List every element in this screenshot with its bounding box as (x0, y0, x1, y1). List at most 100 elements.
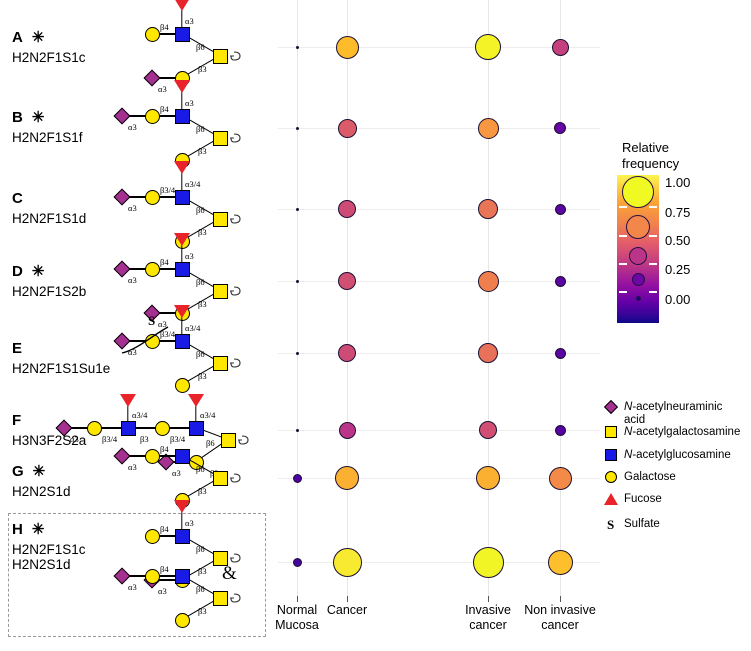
data-bubble[interactable] (477, 270, 499, 292)
glycosidic-bond (152, 579, 182, 581)
colorbar-tick-label: 0.00 (665, 292, 691, 307)
linkage-label-fucose: α3/4 (185, 179, 201, 189)
linkage-label-b6: β6 (196, 464, 205, 474)
glycan-code: H2N2F1S1c (12, 50, 86, 65)
galactose-node (174, 377, 190, 393)
reducing-end-icon (230, 593, 241, 603)
n-acetylgalactosamine-node (220, 432, 236, 448)
colorbar-tick-label: 0.25 (665, 262, 691, 277)
glycan-code: H2N2S1d (12, 484, 71, 499)
data-bubble[interactable] (547, 549, 573, 575)
data-bubble[interactable] (475, 34, 501, 60)
glycosidic-bond (152, 77, 182, 79)
data-bubble[interactable] (295, 428, 299, 432)
data-bubble[interactable] (295, 126, 299, 130)
data-bubble[interactable] (554, 347, 566, 359)
data-bubble[interactable] (292, 473, 302, 483)
data-bubble[interactable] (476, 466, 500, 490)
galactose-node (144, 448, 160, 464)
data-bubble[interactable] (478, 343, 498, 363)
glycan-code: H2N2F1S1d (12, 211, 87, 226)
data-bubble[interactable] (554, 122, 566, 134)
linkage-label-b3: β3 (198, 146, 207, 156)
galactose-node (154, 420, 170, 436)
n-acetylgalactosamine-node (212, 470, 228, 486)
galactose-node (144, 528, 160, 544)
data-bubble[interactable] (292, 557, 302, 567)
data-bubble[interactable] (295, 45, 299, 49)
sugar-key-label: N-acetylneuraminic acid (624, 401, 723, 426)
row-letter: B (12, 109, 24, 126)
linkage-label-b6: β6 (196, 42, 205, 52)
colorbar-tick-mark (619, 263, 627, 265)
italic-prefix: N (624, 401, 633, 413)
colorbar-tick-label: 0.50 (665, 233, 691, 248)
grid-line-vertical (346, 0, 348, 600)
glycosidic-bond (152, 535, 182, 537)
linkage-label-b3: β3 (198, 227, 207, 237)
linkage-label-a3: α3 (128, 203, 137, 213)
glycosidic-bond (152, 340, 182, 342)
linkage-label-a3: α3 (128, 462, 137, 472)
linkage-label-b6: β6 (196, 584, 205, 594)
linkage-label-a3: α3 (158, 84, 167, 94)
data-bubble[interactable] (338, 200, 356, 218)
linkage-label-arm: β4 (160, 524, 169, 534)
n-acetylglucosamine-node (174, 448, 190, 464)
data-bubble[interactable] (295, 351, 299, 355)
n-acetylgalactosamine-node (212, 283, 228, 299)
x-axis-label: Cancer (292, 603, 402, 618)
significance-star-icon: ✳ (31, 29, 45, 46)
data-bubble[interactable] (554, 275, 566, 287)
linkage-label-b3: β3 (198, 566, 207, 576)
colorbar-size-marker (629, 247, 647, 265)
linkage-label-fucose: α3 (185, 98, 194, 108)
galactose-node (144, 108, 160, 124)
fucose-node (174, 160, 190, 174)
row-letter: E (12, 340, 24, 357)
glycosidic-bond (152, 312, 182, 314)
data-bubble[interactable] (332, 547, 362, 577)
data-bubble[interactable] (551, 38, 569, 56)
x-axis-tick (346, 596, 348, 602)
colorbar-size-marker (631, 272, 645, 286)
linkage-label-b3: β3 (198, 64, 207, 74)
reducing-end-icon (230, 286, 241, 296)
data-bubble[interactable] (338, 272, 356, 290)
data-bubble[interactable] (338, 421, 356, 439)
linkage-label-fucose: α3 (185, 251, 194, 261)
row-letter: F (12, 412, 23, 429)
data-bubble[interactable] (478, 199, 498, 219)
data-bubble[interactable] (335, 466, 359, 490)
data-bubble[interactable] (554, 203, 566, 215)
significance-star-icon: ✳ (31, 521, 45, 538)
data-bubble[interactable] (338, 344, 356, 362)
data-bubble[interactable] (472, 546, 504, 578)
linkage-label-a3: α3 (128, 582, 137, 592)
grid-line-horizontal (278, 562, 600, 563)
row-label-c: C H2N2F1S1d (12, 190, 86, 226)
glycan-structure-h2: β6 β3 β4 α3 (110, 564, 280, 642)
x-axis-label-line1: Invasive (465, 603, 511, 617)
data-bubble[interactable] (337, 118, 357, 138)
data-bubble[interactable] (295, 279, 299, 283)
grid-line-horizontal (278, 47, 600, 48)
data-bubble[interactable] (548, 466, 572, 490)
data-bubble[interactable] (554, 424, 566, 436)
n-acetylgalactosamine-node (212, 211, 228, 227)
italic-prefix: N (624, 426, 633, 438)
data-bubble[interactable] (295, 207, 299, 211)
data-bubble[interactable] (477, 117, 499, 139)
row-label-a: A ✳ H2N2F1S1c (12, 28, 86, 65)
linkage-label-b3: β3 (198, 486, 207, 496)
row-letter: G (12, 463, 25, 480)
data-bubble[interactable] (479, 421, 497, 439)
data-bubble[interactable] (335, 35, 359, 59)
linkage-label-b6: β6 (206, 438, 215, 448)
colorbar-title: Relative frequency (622, 140, 742, 172)
n-acetylglucosamine-node (174, 333, 190, 349)
row-letter-wrap: G ✳ (12, 462, 71, 481)
linkage-label-b3: β3 (198, 606, 207, 616)
glycosidic-bond (152, 268, 182, 270)
galactose-node (144, 26, 160, 42)
